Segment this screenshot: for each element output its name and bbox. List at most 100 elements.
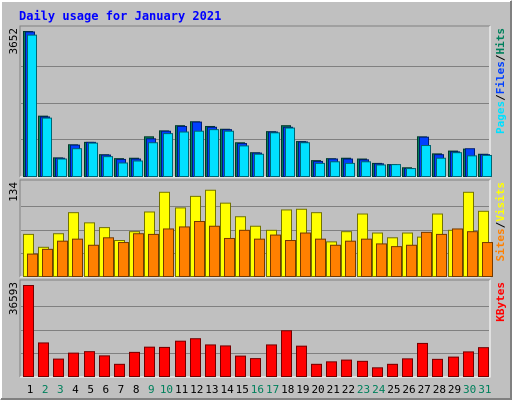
bar-pages-day-23 (361, 161, 371, 177)
x-tick-label: 5 (87, 383, 94, 396)
bar-sites-day-22 (345, 240, 356, 278)
bar-kbytes-day-5 (84, 351, 95, 378)
bar-sites-day-15 (239, 229, 250, 277)
plot-border-highlight (20, 280, 491, 378)
x-tick-label: 8 (133, 383, 140, 396)
y-axis-max-label: 36593 (7, 282, 20, 315)
bar-kbytes-day-4 (68, 352, 79, 377)
bar-kbytes-day-29 (448, 356, 459, 377)
bar-kbytes-day-10 (159, 346, 170, 377)
bar-pages-day-6 (103, 156, 113, 177)
bar-pages-day-18 (285, 127, 295, 178)
panel-kbytes: 36593 KBytes (7, 279, 507, 378)
x-tick-label: 4 (72, 383, 79, 396)
series-sites (27, 220, 493, 278)
bar-sites-day-4 (72, 238, 83, 277)
bar-sites-day-9 (148, 233, 159, 277)
bar-sites-day-2 (42, 248, 53, 277)
bar-kbytes-day-6 (99, 355, 110, 377)
legend-entry: / (494, 94, 507, 101)
bar-pages-day-27 (421, 145, 431, 178)
x-tick-label: 2 (42, 383, 49, 396)
bar-sites-day-14 (224, 237, 235, 278)
bar-kbytes-day-2 (38, 342, 49, 378)
bar-kbytes-day-7 (114, 363, 125, 377)
bar-kbytes-day-22 (341, 359, 352, 378)
bar-kbytes-day-21 (326, 361, 337, 377)
plot-area (20, 26, 490, 177)
bar-kbytes-day-18 (281, 330, 292, 377)
bar-sites-day-20 (315, 238, 326, 277)
bar-pages-day-20 (315, 162, 325, 177)
bar-kbytes-day-20 (311, 363, 322, 377)
plot-border-shadow (19, 179, 490, 277)
y-axis-max-label: 134 (7, 182, 20, 202)
bar-sites-day-8 (133, 233, 144, 277)
bar-pages-day-2 (42, 117, 52, 177)
bar-pages-day-25 (391, 164, 401, 177)
legend: KBytes (494, 282, 507, 322)
plot-border-shadow (19, 279, 490, 377)
bar-kbytes-day-9 (144, 346, 155, 377)
legend-entry: / (494, 54, 507, 61)
bar-pages-day-17 (270, 132, 280, 177)
bar-kbytes-day-3 (53, 358, 64, 377)
bar-kbytes-day-26 (402, 358, 413, 378)
x-tick-label: 9 (148, 383, 155, 396)
bar-kbytes-day-12 (190, 338, 201, 377)
bar-pages-day-5 (88, 142, 98, 177)
bar-kbytes-day-16 (250, 358, 261, 378)
bar-sites-day-31 (482, 242, 493, 277)
bar-pages-day-21 (330, 161, 340, 177)
x-tick-label: 31 (478, 383, 491, 396)
legend: Pages/Files/Hits (494, 28, 507, 134)
bar-kbytes-day-11 (175, 340, 186, 377)
bar-sites-day-13 (209, 225, 220, 277)
bar-sites-day-17 (270, 234, 281, 278)
legend-entry: Hits (494, 28, 507, 55)
bar-kbytes-day-24 (372, 367, 383, 377)
bar-pages-day-30 (467, 155, 477, 177)
legend-entry: Pages (494, 101, 507, 134)
x-tick-label: 1 (27, 383, 34, 396)
bar-kbytes-day-31 (478, 347, 489, 378)
x-tick-label: 11 (175, 383, 188, 396)
x-tick-label: 15 (236, 383, 249, 396)
bar-sites-day-11 (179, 226, 190, 277)
x-tick-label: 30 (463, 383, 476, 396)
bar-sites-day-24 (376, 243, 387, 277)
bar-pages-day-22 (345, 162, 355, 177)
bar-pages-day-7 (118, 162, 128, 178)
legend-entry: Files (494, 61, 507, 94)
bar-kbytes-day-14 (220, 345, 231, 377)
bar-sites-day-16 (254, 238, 265, 277)
x-tick-label: 10 (160, 383, 173, 396)
panel-visits-sites: 134 Sites/Visits (7, 179, 507, 278)
series-kbytes (23, 285, 489, 378)
x-tick-label: 16 (251, 383, 264, 396)
bar-pages-day-28 (436, 157, 446, 178)
x-tick-label: 26 (402, 383, 415, 396)
bar-sites-day-30 (467, 231, 478, 278)
bar-kbytes-day-28 (432, 358, 443, 377)
y-axis-max-label: 3652 (7, 28, 20, 55)
bar-sites-day-3 (57, 240, 68, 278)
bar-pages-day-24 (376, 164, 386, 178)
legend-entry: Visits (494, 182, 507, 222)
bar-pages-day-10 (163, 133, 173, 177)
x-tick-label: 17 (266, 383, 279, 396)
series-pages (27, 34, 492, 178)
bar-sites-day-26 (406, 244, 417, 278)
bar-pages-day-4 (72, 148, 82, 178)
x-tick-label: 24 (372, 383, 386, 396)
legend-entry: KBytes (494, 282, 507, 322)
x-tick-label: 21 (327, 383, 340, 396)
bar-sites-day-27 (421, 231, 432, 278)
legend: Sites/Visits (494, 182, 507, 262)
bar-pages-day-3 (57, 158, 67, 177)
bar-sites-day-23 (361, 238, 372, 277)
bar-pages-day-12 (194, 130, 204, 178)
bar-kbytes-day-27 (417, 342, 428, 377)
